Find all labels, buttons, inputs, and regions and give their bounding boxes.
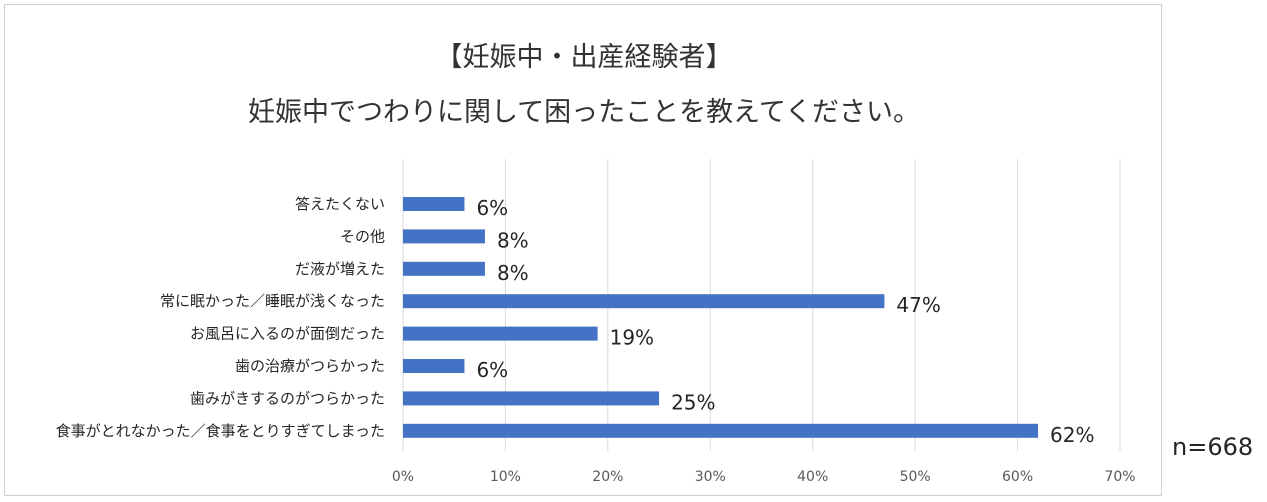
category-label: 食事がとれなかった／食事をとりすぎてしまった	[56, 422, 385, 440]
category-label: 常に眠かった／睡眠が浅くなった	[160, 292, 385, 310]
data-label: 8%	[497, 228, 529, 252]
x-tick-label: 50%	[900, 469, 931, 485]
data-label: 6%	[476, 196, 508, 220]
data-label: 6%	[476, 358, 508, 382]
data-label: 47%	[896, 293, 940, 317]
data-label: 25%	[671, 390, 715, 414]
sample-size-note: n=668	[1172, 433, 1254, 461]
chart-title: 【妊娠中・出産経験者】	[435, 42, 733, 73]
x-tick-label: 60%	[1002, 469, 1033, 485]
data-label: 19%	[610, 326, 654, 350]
bar	[403, 261, 485, 276]
x-tick-label: 70%	[1104, 469, 1135, 485]
data-label: 8%	[497, 261, 529, 285]
bar-chart: 0% 10% 20% 30% 40% 50% 60% 70% 答えたくない 6% その他 8% だ液が増…	[56, 159, 1136, 485]
bar	[403, 423, 1039, 438]
x-tick-label: 10%	[490, 469, 521, 485]
category-label: だ液が増えた	[295, 260, 385, 278]
bar	[403, 326, 598, 341]
data-label: 62%	[1050, 423, 1094, 447]
x-tick-label: 40%	[797, 469, 828, 485]
bar	[403, 359, 465, 373]
bar	[403, 197, 465, 211]
x-tick-label: 0%	[392, 469, 414, 485]
category-label: 答えたくない	[295, 195, 385, 213]
category-label: その他	[340, 227, 385, 245]
chart-subtitle: 妊娠中でつわりに関して困ったことを教えてください。	[247, 97, 921, 128]
x-tick-label: 20%	[592, 469, 623, 485]
category-label: 歯の治療がつらかった	[235, 357, 385, 375]
x-tick-label: 30%	[695, 469, 726, 485]
bar	[403, 391, 660, 406]
chart-frame: 【妊娠中・出産経験者】 妊娠中でつわりに関して困ったことを教えてください。 0%…	[4, 4, 1162, 496]
bar	[403, 294, 885, 309]
category-label: お風呂に入るのが面倒だった	[190, 325, 385, 343]
bar	[403, 229, 485, 244]
category-label: 歯みがきするのがつらかった	[190, 389, 385, 407]
